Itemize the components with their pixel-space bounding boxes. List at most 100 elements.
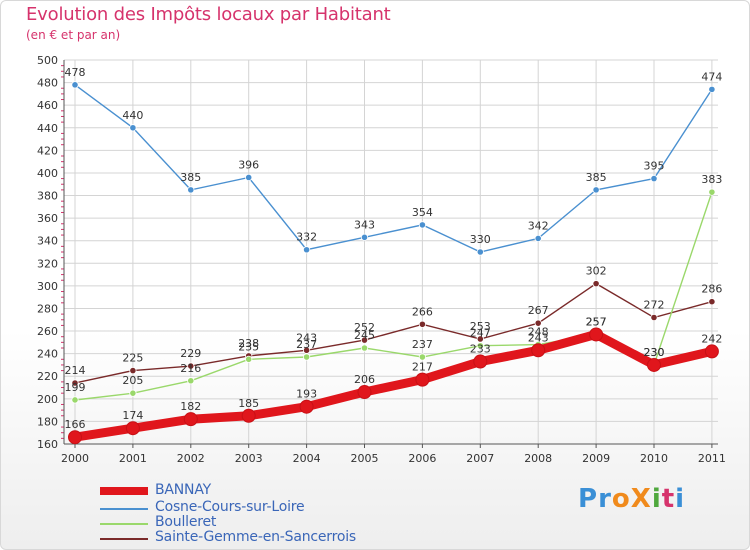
y-tick-label: 360 bbox=[37, 212, 58, 225]
data-label-sainte-gemme-en-sancerrois: 272 bbox=[644, 299, 665, 312]
data-label-bannay: 257 bbox=[586, 315, 607, 328]
data-label-boulleret: 247 bbox=[470, 327, 491, 340]
data-point-boulleret bbox=[71, 396, 79, 404]
legend-label-cosne: Cosne-Cours-sur-Loire bbox=[155, 499, 305, 515]
data-label-cosne-cours-sur-loire: 478 bbox=[65, 66, 86, 79]
data-label-boulleret: 248 bbox=[528, 326, 549, 339]
data-labels: 478 440 385 396 332 343 354 330 342 385 395 474 214 2… bbox=[65, 66, 723, 431]
data-label-bannay: 230 bbox=[644, 346, 665, 359]
data-label-bannay: 174 bbox=[122, 409, 143, 422]
y-tick-label: 260 bbox=[37, 325, 58, 338]
data-label-cosne-cours-sur-loire: 343 bbox=[354, 218, 375, 231]
data-point-boulleret bbox=[360, 344, 369, 352]
series-lines bbox=[68, 81, 719, 445]
data-point-sainte-gemme-en-sancerrois bbox=[360, 336, 369, 344]
data-label-sainte-gemme-en-sancerrois: 266 bbox=[412, 305, 433, 318]
data-point-bannay bbox=[647, 357, 661, 372]
data-point-cosne-cours-sur-loire bbox=[245, 173, 253, 182]
x-tick-label: 2002 bbox=[177, 452, 205, 465]
data-label-sainte-gemme-en-sancerrois: 214 bbox=[65, 364, 86, 377]
data-label-boulleret: 216 bbox=[180, 362, 201, 375]
x-tick-label: 2008 bbox=[524, 452, 552, 465]
data-point-bannay bbox=[241, 408, 256, 423]
data-label-bannay: 233 bbox=[470, 343, 491, 356]
logo-letter: o bbox=[611, 484, 631, 514]
data-point-boulleret bbox=[708, 188, 716, 196]
data-label-bannay: 243 bbox=[528, 331, 549, 344]
data-point-cosne-cours-sur-loire bbox=[71, 81, 79, 89]
data-label-cosne-cours-sur-loire: 440 bbox=[122, 109, 143, 122]
data-point-bannay bbox=[125, 421, 140, 436]
data-label-boulleret: 237 bbox=[296, 338, 317, 351]
data-label-boulleret: 235 bbox=[238, 340, 259, 353]
data-label-boulleret: 257 bbox=[586, 315, 607, 328]
data-label-cosne-cours-sur-loire: 474 bbox=[701, 70, 722, 83]
data-label-boulleret: 199 bbox=[65, 381, 86, 394]
data-label-boulleret: 245 bbox=[354, 329, 375, 342]
y-tick-label: 460 bbox=[37, 99, 58, 112]
axes: 160 180 200 220 240 260 280 300 320 340 360 380 400 4… bbox=[37, 54, 726, 465]
x-tick-label: 2010 bbox=[640, 452, 668, 465]
legend-swatch-bannay bbox=[100, 487, 148, 495]
data-point-sainte-gemme-en-sancerrois bbox=[650, 313, 658, 322]
data-point-bannay bbox=[473, 354, 488, 369]
legend-swatch-boulleret bbox=[100, 523, 148, 525]
chart-title: Evolution des Impôts locaux par Habitant bbox=[26, 4, 391, 25]
y-tick-label: 340 bbox=[37, 235, 58, 248]
grid bbox=[64, 59, 718, 445]
data-point-bannay bbox=[357, 385, 372, 400]
logo-letter: P bbox=[578, 484, 599, 514]
data-point-boulleret bbox=[476, 342, 484, 350]
data-label-sainte-gemme-en-sancerrois: 253 bbox=[470, 320, 491, 333]
x-tick-label: 2007 bbox=[466, 452, 494, 465]
data-point-cosne-cours-sur-loire bbox=[476, 248, 484, 256]
data-point-boulleret bbox=[418, 353, 426, 361]
data-point-sainte-gemme-en-sancerrois bbox=[418, 320, 426, 328]
x-tick-label: 2004 bbox=[293, 452, 321, 465]
y-tick-label: 480 bbox=[37, 77, 58, 90]
logo-letter: r bbox=[598, 484, 612, 514]
data-point-bannay bbox=[183, 412, 198, 427]
data-point-sainte-gemme-en-sancerrois bbox=[71, 379, 79, 387]
data-label-bannay: 166 bbox=[65, 418, 86, 431]
logo-letter: i bbox=[675, 484, 686, 514]
data-point-bannay bbox=[589, 327, 604, 342]
data-point-sainte-gemme-en-sancerrois bbox=[129, 366, 137, 375]
chart-subtitle: (en € et par an) bbox=[26, 28, 121, 42]
x-tick-label: 2003 bbox=[235, 452, 263, 465]
y-tick-label: 380 bbox=[37, 190, 58, 203]
data-point-boulleret bbox=[187, 377, 195, 385]
data-point-bannay bbox=[299, 399, 314, 414]
data-label-cosne-cours-sur-loire: 396 bbox=[238, 158, 259, 171]
data-point-cosne-cours-sur-loire bbox=[302, 246, 311, 254]
data-label-cosne-cours-sur-loire: 342 bbox=[528, 219, 549, 232]
y-tick-label: 500 bbox=[37, 54, 58, 67]
data-point-bannay bbox=[531, 343, 546, 358]
data-label-sainte-gemme-en-sancerrois: 252 bbox=[354, 321, 375, 334]
data-point-cosne-cours-sur-loire bbox=[650, 174, 658, 183]
logo-letter: X bbox=[630, 484, 652, 514]
data-label-cosne-cours-sur-loire: 395 bbox=[644, 160, 665, 173]
data-point-bannay bbox=[415, 372, 430, 387]
data-label-sainte-gemme-en-sancerrois: 229 bbox=[180, 347, 201, 360]
data-point-boulleret bbox=[245, 355, 253, 363]
data-label-boulleret: 230 bbox=[644, 346, 665, 359]
data-point-sainte-gemme-en-sancerrois bbox=[708, 298, 716, 306]
y-tick-label: 240 bbox=[37, 348, 58, 361]
x-tick-label: 2011 bbox=[698, 452, 726, 465]
data-point-sainte-gemme-en-sancerrois bbox=[187, 362, 195, 370]
y-tick-label: 220 bbox=[37, 370, 58, 383]
y-tick-label: 180 bbox=[37, 415, 58, 428]
legend-label-sainte-gemme: Sainte-Gemme-en-Sancerrois bbox=[155, 529, 356, 545]
y-tick-label: 300 bbox=[37, 280, 58, 293]
data-label-sainte-gemme-en-sancerrois: 243 bbox=[296, 331, 317, 344]
data-label-bannay: 217 bbox=[412, 361, 433, 374]
legend-swatch-cosne bbox=[100, 508, 148, 510]
data-label-boulleret: 383 bbox=[701, 173, 722, 186]
legend-label-bannay: BANNAY bbox=[155, 482, 211, 498]
data-label-cosne-cours-sur-loire: 385 bbox=[586, 171, 607, 184]
data-point-bannay bbox=[704, 344, 719, 359]
x-tick-label: 2000 bbox=[61, 452, 89, 465]
data-label-cosne-cours-sur-loire: 330 bbox=[470, 233, 491, 246]
